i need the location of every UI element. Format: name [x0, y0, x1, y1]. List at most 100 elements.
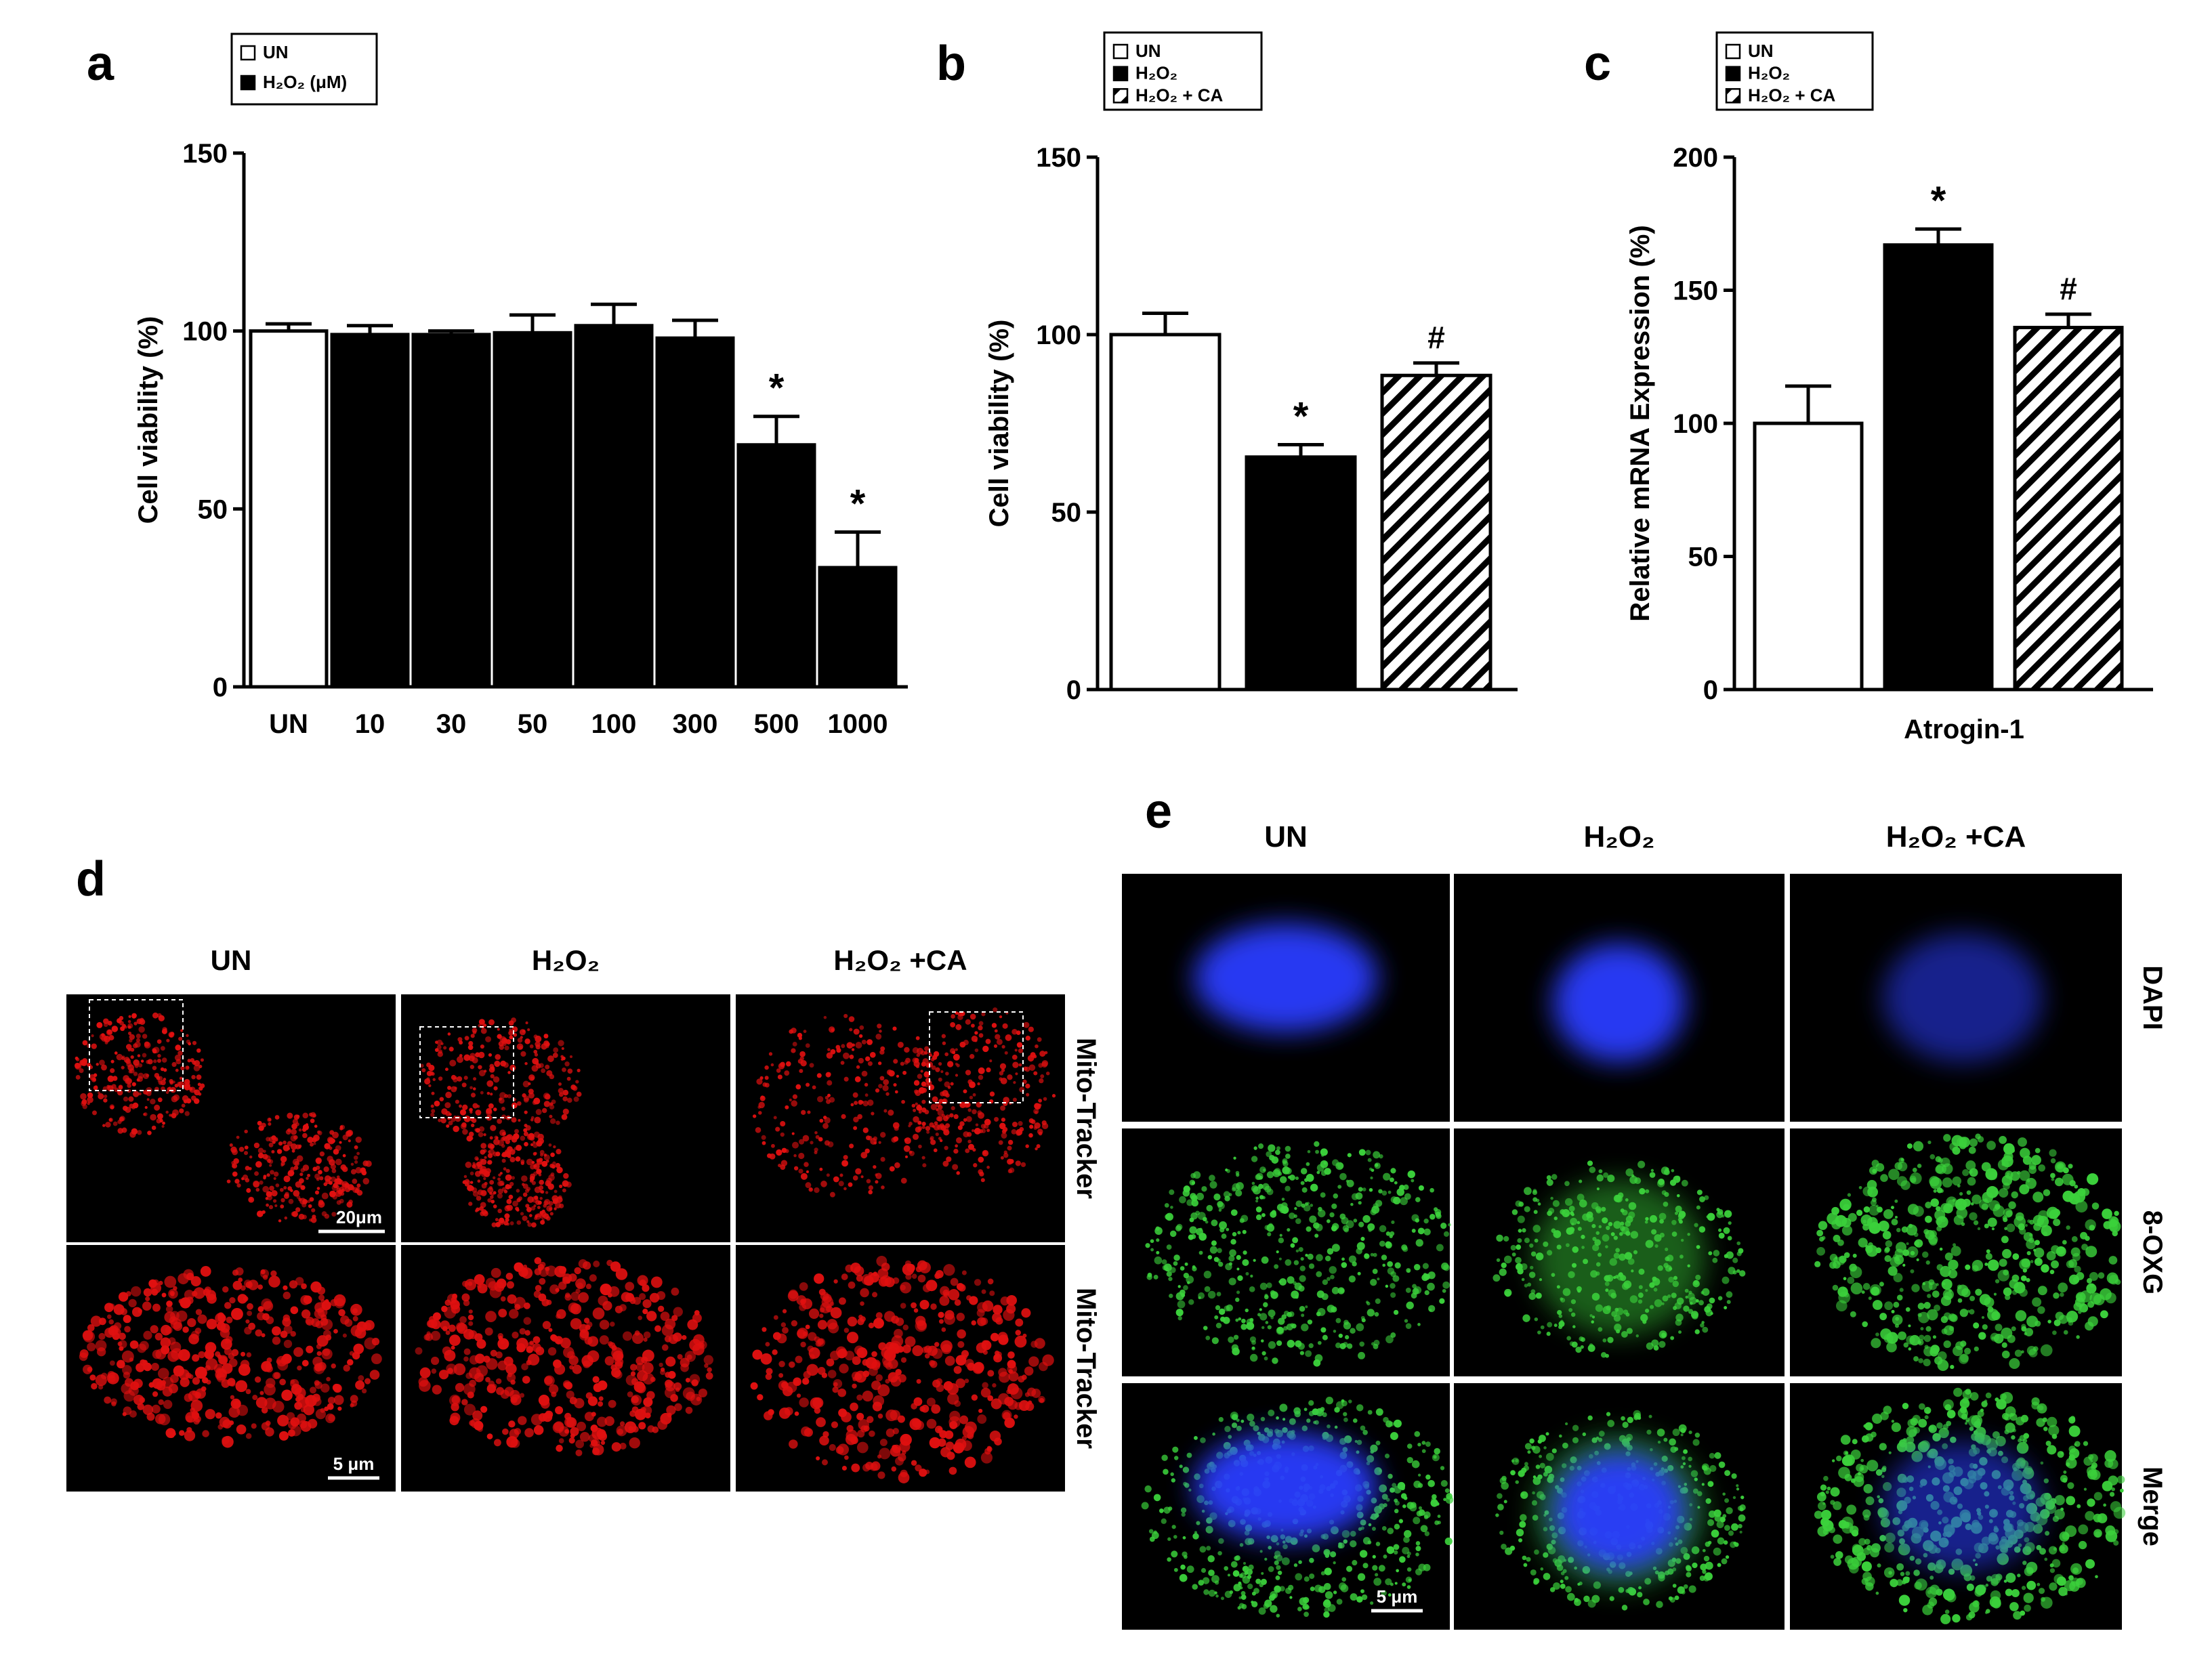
signal-dot [1383, 1416, 1389, 1423]
signal-dot [2043, 1231, 2048, 1236]
signal-dot [1702, 1288, 1710, 1296]
signal-dot [1391, 1220, 1395, 1225]
signal-dot [1375, 1408, 1383, 1416]
signal-dot [1529, 1243, 1534, 1248]
signal-dot [152, 1303, 161, 1312]
signal-dot [805, 1324, 810, 1330]
signal-dot [524, 1061, 528, 1065]
signal-dot [1303, 1204, 1311, 1212]
signal-dot [236, 1424, 247, 1435]
signal-dot [232, 1163, 238, 1169]
signal-dot [121, 1350, 134, 1363]
signal-dot [137, 1343, 147, 1353]
signal-dot [2008, 1201, 2016, 1210]
signal-dot [526, 1359, 532, 1366]
signal-dot [1517, 1215, 1525, 1223]
signal-dot [2026, 1239, 2036, 1250]
signal-dot [371, 1338, 380, 1346]
signal-dot [1255, 1196, 1259, 1200]
signal-dot [561, 1114, 568, 1120]
signal-dot [1866, 1245, 1878, 1257]
signal-dot [1259, 1582, 1264, 1588]
signal-dot [1418, 1185, 1424, 1191]
signal-dot [312, 1214, 316, 1219]
signal-dot [549, 1284, 560, 1294]
signal-dot [335, 1185, 339, 1189]
signal-dot [301, 1283, 307, 1290]
signal-dot [541, 1189, 545, 1194]
signal-dot [327, 1403, 334, 1410]
x-tick-label: 1000 [828, 709, 888, 739]
signal-dot [142, 1053, 147, 1058]
signal-dot [776, 1149, 782, 1156]
signal-dot [902, 1263, 915, 1275]
signal-dot [1843, 1277, 1847, 1281]
signal-dot [1719, 1517, 1726, 1523]
signal-dot [959, 1041, 966, 1048]
signal-dot [232, 1280, 243, 1290]
signal-dot [1913, 1356, 1919, 1361]
signal-dot [955, 1137, 962, 1143]
signal-dot [267, 1117, 272, 1122]
signal-dot [1694, 1329, 1700, 1334]
signal-dot [911, 1302, 917, 1309]
signal-dot [862, 1370, 870, 1378]
signal-dot [469, 1086, 473, 1090]
signal-dot [136, 1078, 140, 1082]
signal-dot [522, 1376, 530, 1384]
signal-dot [1727, 1235, 1732, 1241]
signal-dot [309, 1197, 314, 1202]
signal-dot [1206, 1204, 1213, 1212]
signal-dot [1405, 1323, 1412, 1329]
bar [330, 333, 410, 689]
signal-dot [1266, 1151, 1272, 1158]
signal-dot [127, 1023, 133, 1029]
signal-dot [1354, 1439, 1358, 1443]
bar [574, 324, 654, 689]
signal-dot [922, 1163, 927, 1168]
signal-dot [932, 1348, 943, 1359]
signal-dot [476, 1207, 480, 1212]
signal-dot [803, 1371, 811, 1379]
signal-dot [193, 1060, 201, 1067]
signal-dot [1297, 1343, 1305, 1350]
signal-dot [437, 1051, 443, 1057]
signal-dot [1437, 1515, 1441, 1518]
signal-dot [122, 1055, 125, 1059]
signal-dot [143, 1362, 152, 1372]
signal-dot [758, 1111, 762, 1115]
signal-dot [298, 1198, 302, 1202]
signal-dot [133, 1091, 140, 1097]
signal-dot [1241, 1318, 1246, 1324]
signal-dot [1688, 1430, 1692, 1435]
signal-dot [921, 1125, 925, 1129]
signal-dot [856, 1441, 869, 1454]
signal-dot [1394, 1550, 1398, 1555]
signal-dot [574, 1267, 581, 1275]
signal-dot [1233, 1584, 1241, 1592]
signal-dot [1189, 1179, 1196, 1186]
signal-dot [1724, 1470, 1730, 1477]
signal-dot [123, 1315, 131, 1324]
signal-dot [545, 1191, 549, 1194]
signal-dot [1264, 1225, 1270, 1230]
signal-dot [472, 1087, 476, 1091]
signal-dot [1015, 1072, 1018, 1076]
signal-dot [1025, 1083, 1030, 1089]
signal-dot [224, 1339, 229, 1345]
signal-dot [441, 1305, 448, 1313]
signal-dot [894, 1090, 898, 1094]
signal-dot [1674, 1447, 1679, 1452]
signal-dot [1400, 1485, 1405, 1491]
signal-dot [913, 1116, 919, 1123]
signal-dot [325, 1334, 332, 1341]
signal-dot [476, 1105, 480, 1108]
signal-dot [143, 1288, 152, 1297]
signal-dot [2098, 1272, 2105, 1279]
signal-dot [1402, 1582, 1406, 1587]
signal-dot [1295, 1573, 1303, 1581]
signal-dot [158, 1413, 171, 1426]
signal-dot [935, 1425, 943, 1434]
signal-dot [1537, 1202, 1541, 1206]
signal-dot [1740, 1496, 1745, 1500]
